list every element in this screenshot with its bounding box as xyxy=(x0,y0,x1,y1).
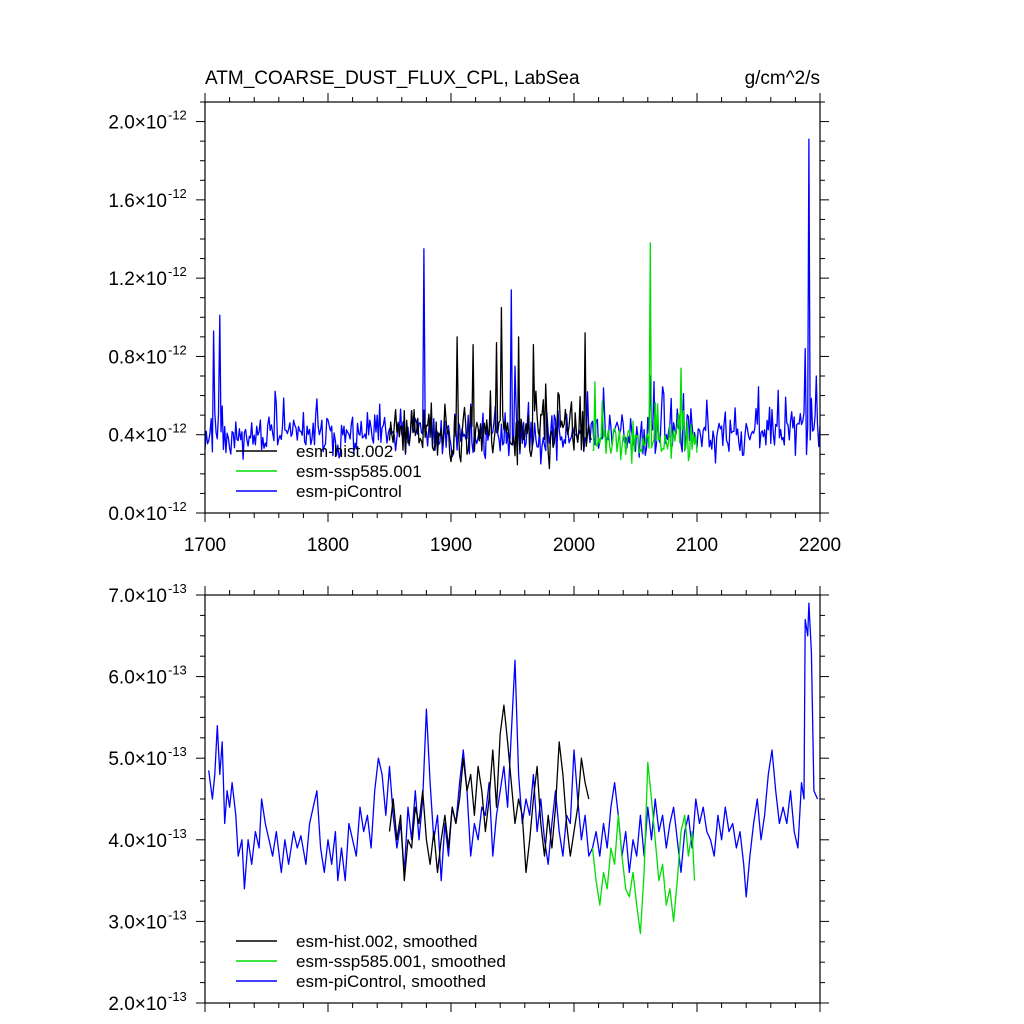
series-line-esm-ssp585-001-smoothed xyxy=(591,761,696,935)
chart-title: ATM_COARSE_DUST_FLUX_CPL, LabSea xyxy=(205,68,580,89)
y-tick-exponent: -13 xyxy=(168,744,187,759)
y-tick-label: 7.0×10 xyxy=(108,586,167,607)
x-tick-label: 1900 xyxy=(430,535,472,556)
y-tick-exponent: -12 xyxy=(168,342,187,357)
y-tick-exponent: -13 xyxy=(168,826,187,841)
legend-entry: esm-ssp585.001 xyxy=(296,462,422,481)
y-tick-exponent: -13 xyxy=(168,581,187,596)
y-tick-label: 1.6×10 xyxy=(108,191,167,212)
y-tick-label: 4.0×10 xyxy=(108,831,167,852)
series-line-esm-picontrol xyxy=(204,138,821,465)
legend-entry: esm-piControl xyxy=(296,482,402,501)
x-tick-label: 2200 xyxy=(799,535,841,556)
y-tick-label: 2.0×10 xyxy=(108,994,167,1015)
y-tick-label: 3.0×10 xyxy=(108,912,167,933)
legend-entry: esm-ssp585.001, smoothed xyxy=(296,952,506,971)
y-tick-label: 5.0×10 xyxy=(108,749,167,770)
series-line-esm-picontrol-smoothed xyxy=(208,602,819,898)
series-line-esm-hist-002 xyxy=(388,306,592,470)
y-tick-label: 2.0×10 xyxy=(108,113,167,134)
y-tick-label: 6.0×10 xyxy=(108,668,167,689)
y-tick-exponent: -12 xyxy=(168,264,187,279)
x-tick-label: 1700 xyxy=(184,535,226,556)
y-tick-exponent: -13 xyxy=(168,907,187,922)
y-tick-label: 0.4×10 xyxy=(108,426,167,447)
y-tick-exponent: -12 xyxy=(168,499,187,514)
series-line-esm-hist-002-smoothed xyxy=(388,704,590,882)
y-tick-exponent: -13 xyxy=(168,989,187,1004)
y-tick-label: 0.0×10 xyxy=(108,504,167,525)
legend-entry: esm-piControl, smoothed xyxy=(296,972,486,991)
y-tick-exponent: -13 xyxy=(168,663,187,678)
x-tick-label: 2100 xyxy=(676,535,718,556)
bottom-panel: 2.0×10 -133.0×10 -134.0×10 -135.0×10 -136.0×… xyxy=(108,581,829,1015)
y-tick-exponent: -12 xyxy=(168,186,187,201)
plot-frame xyxy=(204,101,821,514)
legend-entry: esm-hist.002, smoothed xyxy=(296,932,477,951)
y-tick-label: 0.8×10 xyxy=(108,347,167,368)
x-tick-label: 1800 xyxy=(307,535,349,556)
legend-entry: esm-hist.002 xyxy=(296,442,393,461)
units-label: g/cm^2/s xyxy=(745,68,820,89)
y-tick-exponent: -12 xyxy=(168,421,187,436)
y-tick-exponent: -12 xyxy=(168,108,187,123)
series-line-esm-ssp585-001 xyxy=(592,242,698,464)
y-tick-label: 1.2×10 xyxy=(108,269,167,290)
x-tick-label: 2000 xyxy=(553,535,595,556)
